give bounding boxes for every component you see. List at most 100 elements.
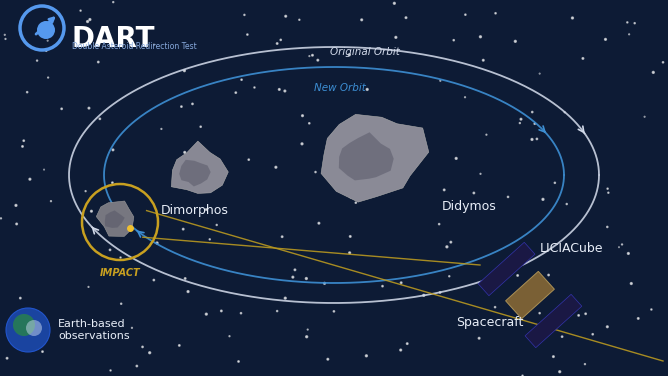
- Point: [176, 104, 187, 110]
- Point: [435, 78, 446, 84]
- Point: [567, 15, 578, 21]
- Point: [527, 109, 538, 115]
- Point: [323, 356, 333, 362]
- Text: Double Asteroid Redirection Test: Double Asteroid Redirection Test: [72, 42, 197, 51]
- Point: [602, 324, 613, 330]
- Point: [2, 355, 13, 361]
- Point: [548, 353, 558, 359]
- Point: [307, 52, 318, 58]
- Point: [272, 41, 283, 47]
- Point: [526, 136, 537, 143]
- Point: [460, 12, 471, 18]
- Point: [195, 124, 206, 130]
- Point: [41, 48, 51, 54]
- Point: [351, 200, 361, 206]
- Point: [15, 295, 25, 301]
- Point: [344, 250, 355, 256]
- Point: [43, 74, 53, 80]
- Point: [478, 57, 488, 63]
- Point: [30, 332, 41, 338]
- Point: [418, 292, 429, 298]
- Point: [303, 327, 313, 333]
- Point: [435, 290, 446, 296]
- Text: DART: DART: [72, 25, 156, 53]
- Point: [132, 363, 142, 369]
- Point: [395, 347, 406, 353]
- Point: [108, 0, 119, 5]
- Point: [573, 312, 584, 318]
- Point: [83, 284, 94, 290]
- Point: [434, 221, 444, 227]
- Point: [201, 311, 212, 317]
- Point: [474, 335, 484, 341]
- Circle shape: [37, 21, 55, 39]
- Point: [529, 121, 540, 127]
- Point: [297, 141, 307, 147]
- Point: [37, 349, 48, 355]
- Point: [646, 306, 657, 312]
- Text: IMPACT: IMPACT: [100, 268, 140, 278]
- Text: New Orbit: New Orbit: [314, 83, 366, 93]
- Point: [105, 247, 116, 253]
- Point: [550, 180, 560, 186]
- Point: [633, 315, 643, 321]
- Point: [508, 305, 519, 311]
- Point: [446, 239, 456, 245]
- Point: [343, 184, 353, 190]
- Text: Earth-based
observations: Earth-based observations: [58, 319, 130, 341]
- Point: [345, 233, 355, 240]
- Circle shape: [6, 308, 50, 352]
- Point: [297, 113, 308, 119]
- Point: [82, 18, 93, 24]
- Point: [451, 155, 462, 161]
- Point: [554, 369, 565, 375]
- Point: [236, 77, 247, 83]
- Text: LICIACube: LICIACube: [540, 241, 603, 255]
- Point: [271, 164, 281, 170]
- Polygon shape: [506, 271, 554, 318]
- Polygon shape: [172, 141, 228, 193]
- Point: [301, 334, 312, 340]
- Point: [239, 12, 250, 18]
- Point: [516, 116, 526, 122]
- Point: [580, 361, 591, 367]
- Point: [603, 186, 613, 192]
- Point: [242, 32, 253, 38]
- Point: [623, 250, 634, 256]
- Point: [0, 36, 11, 42]
- Point: [639, 114, 650, 120]
- Point: [281, 13, 291, 19]
- Point: [543, 272, 554, 278]
- Point: [510, 38, 520, 44]
- Point: [84, 105, 94, 111]
- Point: [75, 8, 86, 14]
- Point: [304, 120, 315, 126]
- Point: [39, 167, 49, 173]
- Point: [144, 350, 155, 356]
- Point: [578, 55, 589, 61]
- Point: [279, 88, 290, 94]
- Point: [391, 34, 401, 40]
- Point: [148, 277, 159, 283]
- Point: [490, 304, 500, 310]
- Point: [274, 86, 285, 92]
- Polygon shape: [525, 294, 582, 348]
- Point: [319, 280, 330, 287]
- Point: [343, 133, 354, 139]
- Point: [10, 333, 21, 339]
- Point: [396, 280, 407, 286]
- Point: [517, 373, 528, 376]
- Point: [152, 240, 162, 246]
- Point: [0, 215, 6, 221]
- Point: [243, 157, 254, 163]
- Point: [287, 274, 298, 280]
- Point: [362, 86, 373, 92]
- Point: [658, 59, 668, 65]
- Point: [230, 89, 241, 96]
- Point: [329, 139, 340, 145]
- Text: Spacecraft: Spacecraft: [456, 316, 524, 329]
- Point: [600, 36, 611, 42]
- Point: [356, 17, 367, 23]
- Point: [401, 15, 411, 21]
- Point: [156, 126, 167, 132]
